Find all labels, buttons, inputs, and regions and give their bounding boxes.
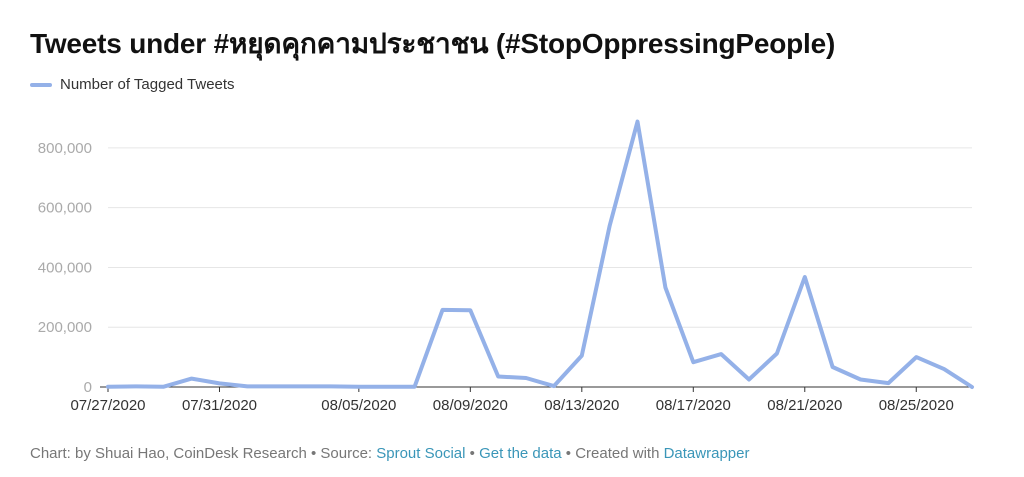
x-tick-label: 08/17/2020 [656, 397, 731, 414]
footer-prefix: Chart: by Shuai Hao, CoinDesk Research •… [30, 445, 377, 462]
line-chart: 0 200,000 400,000 600,000 800,000 07/27/2020… [38, 119, 974, 414]
series-line-tagged-tweets [106, 119, 974, 389]
y-tick-label: 800,000 [38, 140, 92, 157]
gridlines [100, 147, 972, 388]
x-tick-label: 08/13/2020 [544, 397, 619, 414]
x-tick-label: 08/09/2020 [433, 397, 508, 414]
y-tick-label: 0 [84, 379, 92, 396]
source-link[interactable]: Sprout Social [376, 445, 466, 462]
y-axis-ticks: 0 200,000 400,000 600,000 800,000 [38, 140, 92, 396]
x-tick-label: 08/21/2020 [767, 397, 842, 414]
legend-swatch [30, 82, 52, 87]
x-tick-label: 07/27/2020 [70, 397, 145, 414]
footer-separator: • [465, 445, 480, 462]
x-axis-ticks: 07/27/2020 07/31/2020 08/05/2020 08/09/2020… [70, 387, 954, 414]
series-group [106, 119, 974, 389]
y-tick-label: 400,000 [38, 259, 92, 276]
get-data-link[interactable]: Get the data [479, 445, 562, 462]
footer-created-with: • Created with [561, 445, 664, 462]
x-tick-label: 07/31/2020 [182, 397, 257, 414]
footer-credits: Chart: by Shuai Hao, CoinDesk Research •… [30, 445, 749, 462]
legend: Number of Tagged Tweets [30, 76, 235, 93]
datawrapper-link[interactable]: Datawrapper [663, 445, 750, 462]
x-tick-label: 08/25/2020 [879, 397, 954, 414]
legend-label: Number of Tagged Tweets [60, 76, 235, 93]
y-tick-label: 600,000 [38, 200, 92, 217]
x-tick-label: 08/05/2020 [321, 397, 396, 414]
y-tick-label: 200,000 [38, 319, 92, 336]
chart-title: Tweets under #หยุดคุกคามประชาชน (#StopOp… [30, 28, 836, 59]
